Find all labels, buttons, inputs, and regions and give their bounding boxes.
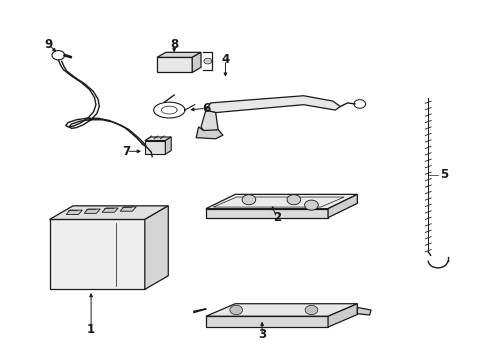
Circle shape — [287, 195, 301, 205]
Polygon shape — [49, 206, 168, 220]
Text: 7: 7 — [122, 145, 131, 158]
Circle shape — [242, 195, 256, 205]
Polygon shape — [206, 96, 340, 113]
Polygon shape — [196, 127, 223, 139]
Text: 1: 1 — [87, 323, 95, 336]
Polygon shape — [201, 110, 218, 132]
Text: 5: 5 — [441, 168, 449, 181]
Text: 6: 6 — [202, 102, 210, 115]
Polygon shape — [120, 207, 136, 211]
Polygon shape — [206, 316, 328, 327]
Text: 8: 8 — [170, 38, 178, 51]
Polygon shape — [49, 220, 145, 289]
Polygon shape — [145, 140, 165, 154]
Polygon shape — [206, 194, 357, 209]
Polygon shape — [145, 137, 171, 140]
Polygon shape — [357, 307, 371, 315]
Polygon shape — [157, 57, 192, 72]
Polygon shape — [206, 209, 328, 218]
Text: 9: 9 — [45, 38, 53, 51]
Polygon shape — [328, 194, 357, 218]
Polygon shape — [66, 210, 82, 215]
Circle shape — [305, 305, 318, 315]
Polygon shape — [192, 52, 201, 72]
Circle shape — [204, 58, 212, 64]
Circle shape — [305, 200, 318, 210]
Text: 4: 4 — [221, 53, 230, 66]
Text: 2: 2 — [273, 211, 281, 224]
Polygon shape — [165, 137, 171, 154]
Polygon shape — [206, 304, 357, 316]
Polygon shape — [84, 209, 100, 213]
Polygon shape — [194, 309, 206, 313]
Polygon shape — [145, 206, 168, 289]
Polygon shape — [102, 208, 118, 212]
Circle shape — [230, 305, 243, 315]
Polygon shape — [157, 52, 201, 57]
Text: 3: 3 — [258, 328, 266, 341]
Polygon shape — [328, 304, 357, 327]
